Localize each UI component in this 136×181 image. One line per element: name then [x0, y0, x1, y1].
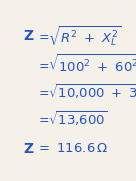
Text: $\sqrt{10{,}000\ +\ 3600}$: $\sqrt{10{,}000\ +\ 3600}$ — [48, 82, 136, 101]
Text: $=$: $=$ — [36, 29, 50, 42]
Text: $=$: $=$ — [36, 58, 50, 71]
Text: $\mathbf{Z}$: $\mathbf{Z}$ — [23, 29, 35, 43]
Text: $=$: $=$ — [36, 112, 50, 125]
Text: $\sqrt{13{,}600}$: $\sqrt{13{,}600}$ — [48, 109, 108, 128]
Text: $=\ 116.6\,\Omega$: $=\ 116.6\,\Omega$ — [36, 142, 109, 155]
Text: $=$: $=$ — [36, 85, 50, 98]
Text: $\sqrt{100^2\ +\ 60^2}$: $\sqrt{100^2\ +\ 60^2}$ — [48, 54, 136, 75]
Text: $\mathbf{Z}$: $\mathbf{Z}$ — [23, 142, 35, 155]
Text: $\sqrt{R^2\ +\ X_L^2}$: $\sqrt{R^2\ +\ X_L^2}$ — [48, 24, 121, 47]
